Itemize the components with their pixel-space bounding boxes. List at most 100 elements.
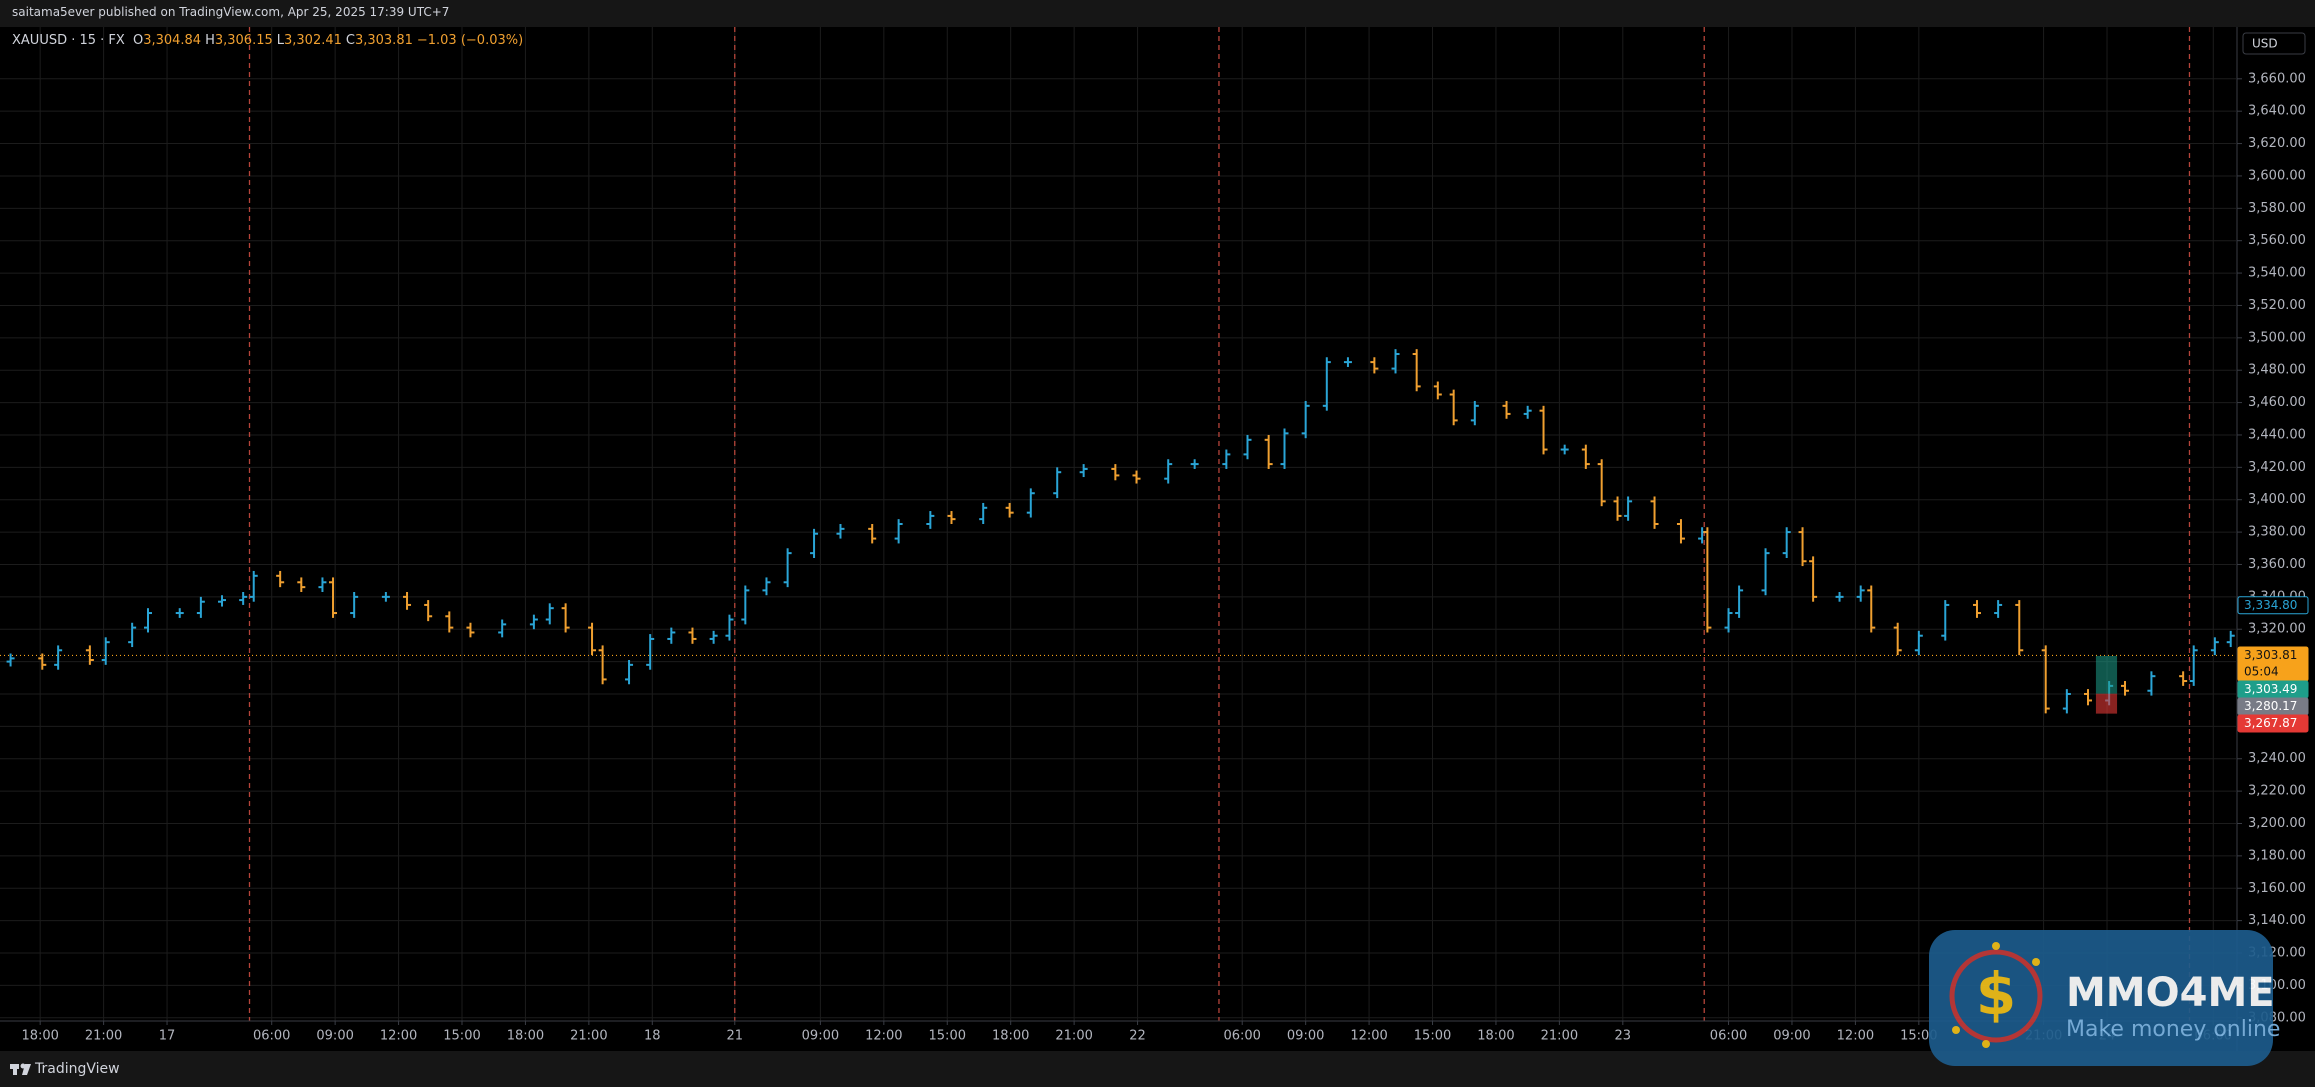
ohlc-bar [1412,349,1421,392]
logo-star [1982,1040,1990,1048]
x-tick-label: 17 [159,1029,176,1044]
x-tick-label: 21:00 [570,1029,607,1044]
y-tick-label: 3,640.00 [2248,104,2306,119]
y-tick-label: 3,500.00 [2248,330,2306,345]
ohlc-bar [297,577,306,592]
ohlc-bar [466,622,475,638]
ohlc-bar [1856,585,1865,602]
y-tick-label: 3,540.00 [2248,266,2306,281]
ohlc-bar [1782,527,1791,558]
ohlc-bar [1433,381,1442,400]
y-tick-label: 3,660.00 [2248,71,2306,86]
x-tick-label: 21 [726,1029,743,1044]
ohlc-bar [318,577,327,592]
y-tick-label: 3,520.00 [2248,298,2306,313]
ohlc-bar [1301,400,1310,439]
y-tick-label: 3,600.00 [2248,168,2306,183]
ohlc-bar [144,608,153,633]
y-tick-label: 3,360.00 [2248,557,2306,572]
ohlc-bar [1650,496,1659,529]
ohlc-bar [1798,527,1807,567]
logo-star [2032,958,2040,966]
header-text: saitama5ever published on TradingView.co… [12,5,450,19]
ohlc-bar [1322,357,1331,411]
ohlc-bar [1835,591,1844,602]
ohlc-bar [1613,496,1622,521]
ohlc-bar [2041,645,2050,714]
ohlc-bar [445,611,454,633]
ohlc-bar [529,614,538,630]
symbol: XAUUSD · 15 · FX [12,33,125,48]
logo-part [22,1064,31,1075]
y-tick-label: 3,480.00 [2248,363,2306,378]
position-profit [2095,655,2118,694]
ohlc-bar [709,630,718,644]
ohlc-bar [85,645,94,665]
x-tick-label: 12:00 [1350,1029,1387,1044]
ohlc-bar [38,653,47,670]
legend-key: L [276,33,284,48]
ohlc-bar [1053,467,1062,499]
y-tick-label: 3,180.00 [2248,848,2306,863]
x-tick-label: 18:00 [21,1029,58,1044]
ohlc-bar [1724,608,1733,633]
ohlc-bar [1914,630,1923,656]
y-tick-label: 3,200.00 [2248,816,2306,831]
y-tick-label: 3,140.00 [2248,913,2306,928]
ohlc-bar [1243,434,1252,460]
watermark-bg [1929,930,2273,1066]
x-tick-label: 15:00 [1900,1029,1937,1044]
ohlc-bar [218,595,227,607]
currency-box [2242,32,2306,55]
y-tick-label: 3,220.00 [2248,784,2306,799]
price-label: 3,267.87 [2244,716,2297,730]
axes: 3,080.003,100.003,120.003,140.003,160.00… [21,32,2309,1044]
x-tick-label: 12:00 [380,1029,417,1044]
y-tick-label: 3,240.00 [2248,751,2306,766]
y-tick-label: 3,460.00 [2248,395,2306,410]
y-tick-label: 3,580.00 [2248,201,2306,216]
ohlc-bar [2189,645,2198,686]
ohlc-bar [1111,464,1120,481]
x-tick-label: 15:00 [929,1029,966,1044]
ohlc-bar [762,577,771,596]
ohlc-bar [1941,600,1950,641]
ohlc-bar [1581,444,1590,469]
ohlc-bar [1597,459,1606,507]
y-tick-label: 3,320.00 [2248,622,2306,637]
ohlc-bar [1994,600,2003,618]
ohlc-bar [1079,464,1088,478]
x-tick-label: 09:00 [1287,1029,1324,1044]
legend-value: 3,304.84 [143,33,202,48]
header-bar [0,0,2315,27]
x-tick-label: 06:00 [1710,1029,1747,1044]
watermark-subtitle: Make money online [2066,1017,2280,1042]
x-tick-label: 21:00 [1541,1029,1578,1044]
footer-bar [0,1051,2315,1087]
ohlc-bar [1222,449,1231,469]
legend-key: C [345,33,355,48]
ohlc-bar [2147,671,2156,696]
ohlc-bar [561,603,570,633]
ohlc-bar [403,591,412,610]
ohlc-bar [1132,470,1141,484]
ohlc-bar [1449,389,1458,426]
currency: USD [2252,37,2278,51]
legend-key: H [205,33,215,48]
ohlc-bar [1280,428,1289,469]
x-tick-label: 23 [1615,1029,1632,1044]
ohlc-bar [598,645,607,685]
ohlc-bar [381,591,390,602]
x-tick-label: 12:00 [1837,1029,1874,1044]
ohlc-bar [2083,689,2092,706]
ohlc-bar [1370,357,1379,374]
x-tick-label: 06:00 [253,1029,290,1044]
ohlc-bar [54,645,63,670]
ohlc-bar [947,511,956,524]
watermark: $ MMO4ME Make money online [1929,930,2280,1066]
legend-key: O [132,33,144,48]
ohlc-bar [688,627,697,644]
ohlc-bar [276,570,285,588]
ohlc-bar [2062,689,2071,714]
y-tick-label: 3,420.00 [2248,460,2306,475]
